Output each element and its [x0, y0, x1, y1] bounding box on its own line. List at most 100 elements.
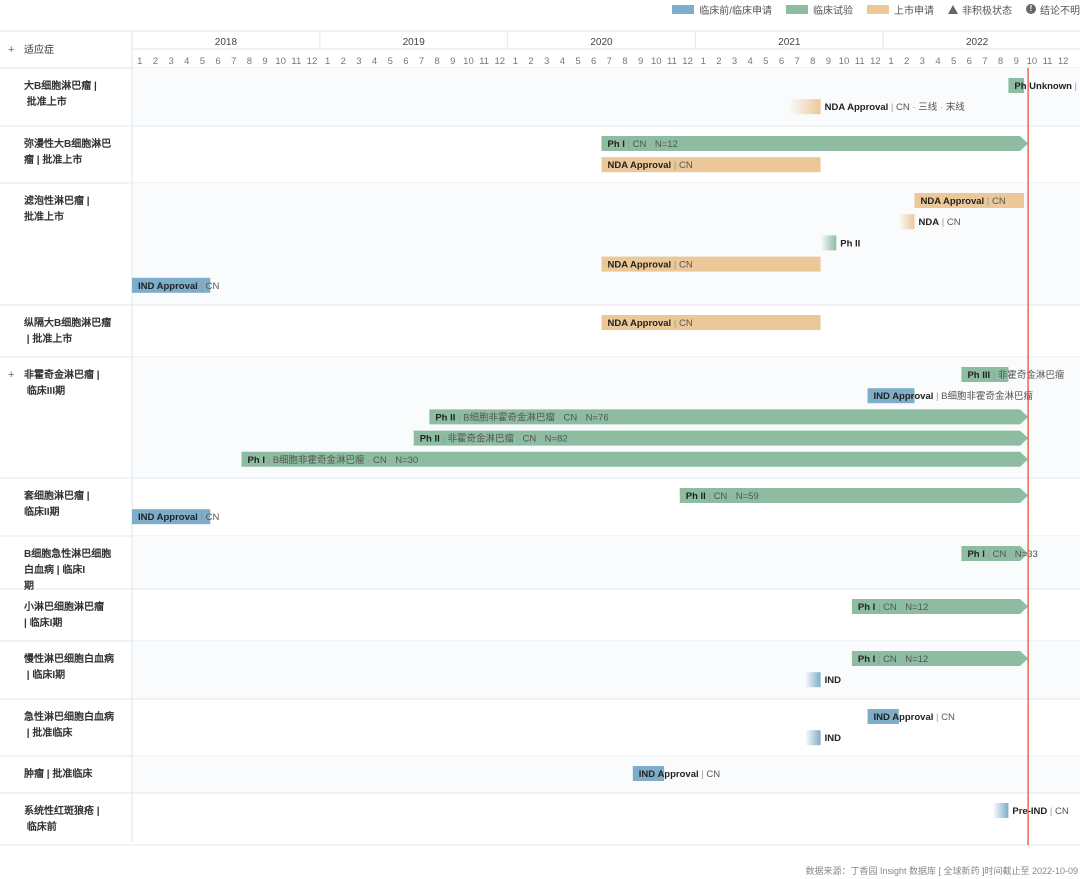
pipeline-bar-preclinical [992, 803, 1009, 818]
bar-detail: CN [947, 217, 961, 228]
pipeline-bar-clinical [961, 546, 1029, 561]
row-background [133, 68, 1080, 126]
month-tick-label: 11 [479, 56, 489, 67]
indication-label: B细胞急性淋巴细胞白血病 | 临床I 期 [24, 547, 111, 592]
legend-swatch [867, 4, 889, 14]
month-tick-label: 10 [839, 56, 850, 67]
bar-phase: NDA Approval [921, 196, 985, 207]
pipeline-bar-preclinical [804, 730, 821, 746]
bar-shape [632, 766, 665, 781]
month-tick-label: 8 [622, 56, 627, 67]
bar-phase: IND Approval [874, 712, 934, 723]
month-tick-label: 3 [356, 56, 361, 67]
bar-detail: CN [206, 281, 220, 292]
bar-detail: CN [633, 139, 647, 150]
month-tick-label: 11 [667, 56, 677, 67]
month-tick-label: 7 [794, 56, 799, 67]
bar-phase: Ph I [858, 602, 875, 613]
bar-label: Ph I | CN · N=12 [608, 139, 678, 150]
pipeline-bar-preclinical [867, 709, 899, 724]
bar-shape [132, 277, 211, 293]
pipeline-bar-preclinical [804, 672, 821, 688]
bar-phase: Ph I [858, 654, 875, 665]
bar-label: Ph I | B细胞非霍奇金淋巴瘤 · CN · N=30 [248, 454, 419, 466]
bar-detail: CN [883, 654, 897, 665]
legend-item: 非积极状态 [948, 2, 1012, 17]
indication-label: 滤泡性淋巴瘤 | 批准上市 [24, 194, 92, 223]
bar-shape [601, 157, 821, 173]
pipeline-bar-clinical [679, 488, 1029, 503]
month-tick-label: 1 [325, 56, 330, 67]
bar-shape [413, 430, 1029, 446]
bar-label: Ph Unknown | [1014, 81, 1077, 92]
month-tick-label: 4 [935, 56, 940, 67]
bar-detail: N=12 [655, 139, 678, 150]
month-tick-label: 9 [1014, 56, 1019, 67]
bar-phase: NDA [919, 217, 940, 228]
month-tick-label: 5 [575, 56, 580, 67]
pipeline-bar-approval [601, 157, 821, 173]
bar-detail: N=30 [395, 455, 418, 466]
month-tick-label: 12 [494, 56, 505, 67]
indication-label: 大B细胞淋巴瘤 | 批准上市 [24, 79, 97, 108]
month-tick-label: 9 [450, 56, 455, 67]
bar-detail: CN [1055, 806, 1069, 817]
legend-label: 结论不明 [1040, 5, 1080, 17]
pipeline-bar-approval [898, 214, 915, 230]
year-label: 2019 [403, 37, 426, 48]
bar-phase: IND Approval [138, 512, 198, 523]
bar-phase: IND Approval [639, 769, 699, 780]
bar-phase: Ph III [967, 370, 990, 381]
month-tick-label: 11 [1043, 56, 1053, 67]
bar-detail: 非霍奇金淋巴瘤 [448, 433, 515, 445]
pipeline-bar-preclinical [132, 509, 211, 525]
month-tick-label: 9 [638, 56, 643, 67]
bar-shape [679, 488, 1029, 503]
month-tick-label: 7 [231, 56, 236, 67]
bar-shape [601, 256, 821, 272]
chart-legend: 临床前/临床申请 临床试验 上市申请 非积极状态! 结论不明 [658, 0, 1080, 18]
bar-label: Ph II [840, 238, 860, 249]
bar-detail: B细胞非霍奇金淋巴瘤 [941, 390, 1033, 402]
bar-phase: Ph II [840, 238, 860, 249]
month-tick-label: 12 [307, 56, 318, 67]
bar-label: NDA Approval | CN [921, 196, 1006, 207]
indication-label: 肿瘤 | 批准临床 [24, 767, 93, 780]
bar-detail: CN [206, 512, 220, 523]
month-tick-label: 2 [528, 56, 533, 67]
pipeline-bar-preclinical [632, 766, 665, 781]
month-tick-label: 3 [920, 56, 925, 67]
month-tick-label: 10 [1027, 56, 1038, 67]
bar-phase: Ph II [435, 412, 455, 423]
bar-phase: NDA Approval [608, 260, 672, 271]
bar-shape [867, 709, 899, 724]
bar-shape [804, 730, 821, 746]
bar-phase: Ph I [248, 455, 265, 466]
bar-shape [914, 193, 1025, 208]
month-tick-label: 6 [215, 56, 220, 67]
indication-label: 纵隔大B细胞淋巴瘤 | 批准上市 [24, 316, 111, 345]
month-tick-label: 4 [748, 56, 753, 67]
legend-label: 临床前/临床申请 [699, 5, 772, 17]
bar-phase: Ph Unknown [1014, 81, 1072, 92]
bar-detail: 非霍奇金淋巴瘤 [998, 369, 1065, 381]
month-tick-label: 8 [810, 56, 815, 67]
month-tick-label: 11 [855, 56, 865, 67]
month-tick-label: 2 [341, 56, 346, 67]
bar-shape [867, 388, 915, 404]
year-label: 2020 [590, 37, 613, 48]
bar-shape [804, 672, 821, 688]
bar-label: IND [825, 733, 842, 744]
month-tick-label: 3 [732, 56, 737, 67]
month-tick-label: 5 [388, 56, 393, 67]
month-tick-label: 8 [435, 56, 440, 67]
bar-shape [992, 803, 1009, 818]
bar-phase: IND Approval [874, 391, 934, 402]
bar-shape [789, 99, 821, 115]
bar-detail: N=12 [905, 602, 928, 613]
pipeline-bar-clinical [413, 430, 1029, 446]
pipeline-bar-clinical [820, 235, 837, 251]
pipeline-bar-clinical [961, 367, 1009, 382]
legend-swatch [786, 4, 808, 14]
